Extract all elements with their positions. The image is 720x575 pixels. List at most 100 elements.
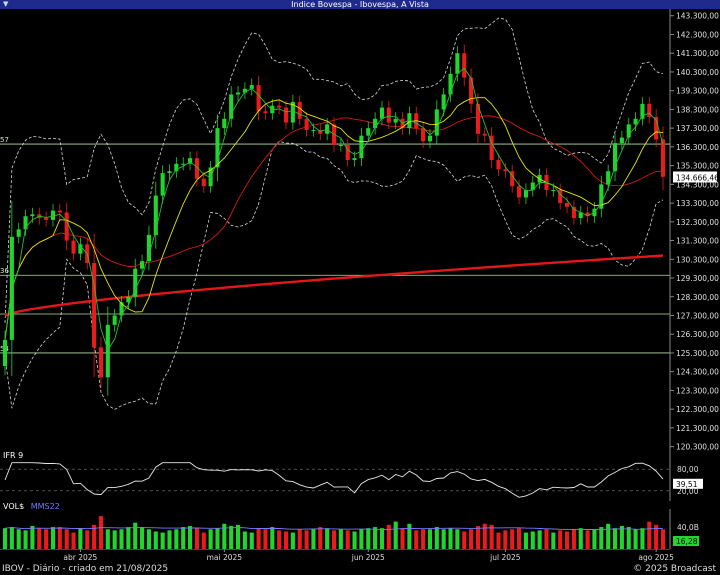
volume-bar [290, 532, 295, 549]
volume-bar [551, 532, 556, 549]
volume-bar [112, 530, 117, 549]
candle-body [359, 135, 364, 159]
candle-body [619, 137, 624, 144]
volume-bar [626, 527, 631, 549]
volume-bar [647, 521, 652, 549]
candle-body [98, 347, 104, 378]
candle-body [434, 109, 439, 136]
volume-bar [421, 529, 426, 549]
volume-bar [215, 528, 220, 549]
candle-body [201, 178, 206, 187]
candle-body [345, 145, 350, 160]
price-tick-label: 124.300,00 [676, 368, 719, 377]
candle-body [16, 229, 21, 237]
volume-bar [153, 531, 158, 549]
candle-body [126, 296, 131, 303]
volume-bar [578, 528, 583, 549]
candle-body [318, 130, 323, 134]
volume-bar [297, 529, 302, 549]
volume-bar [235, 524, 241, 549]
candle-body [194, 158, 199, 179]
volume-bar [585, 530, 590, 549]
candle-body [523, 189, 528, 198]
volume-bar [30, 525, 35, 549]
volume-bar [85, 530, 90, 549]
candle-body [263, 111, 268, 114]
volume-last-label: 16,28 [676, 537, 698, 546]
volume-bar [564, 531, 570, 549]
volume-bar [400, 528, 405, 549]
price-tick-label: 121.300,00 [676, 424, 719, 433]
volume-bar [537, 530, 542, 549]
volume-bar [181, 527, 186, 549]
volume-bar [359, 529, 364, 549]
volume-bar [146, 529, 151, 549]
volume-bar [256, 528, 261, 549]
ifr-background [0, 458, 670, 501]
volume-bar [283, 531, 289, 549]
volume-bar [23, 530, 28, 549]
candle-body [427, 135, 433, 142]
volume-average-label: MMS22 [30, 502, 60, 511]
candle-body [153, 195, 158, 235]
volume-bar [242, 531, 247, 549]
volume-bar [119, 529, 124, 549]
candle-body [215, 128, 220, 168]
volume-panel-title: VOL$ MMS22 [3, 502, 60, 511]
volume-bar [331, 530, 337, 549]
price-tick-label: 130.300,00 [676, 255, 719, 264]
price-tick-label: 139.300,00 [676, 87, 719, 96]
candle-body [277, 105, 282, 108]
volume-bar [304, 530, 309, 549]
volume-bar [599, 527, 604, 549]
candle-body [352, 158, 357, 160]
volume-bar [441, 529, 446, 549]
volume-bar [606, 523, 611, 549]
volume-bar [414, 530, 419, 549]
volume-bar [352, 531, 357, 549]
candle-body [304, 118, 309, 131]
volume-bar [318, 527, 323, 549]
volume-bar [379, 528, 385, 549]
candle-body [578, 212, 583, 219]
price-tick-label: 143.300,00 [676, 12, 719, 21]
candle-body [626, 124, 631, 138]
price-chart[interactable]: 573654143.300,00142.300,00141.300,00140.… [0, 9, 720, 459]
time-tick-label: jul 2025 [489, 553, 521, 562]
reference-line-label: 36 [0, 267, 9, 275]
volume-chart[interactable]: 40,0B 16,28 [0, 509, 720, 549]
mms3-line [4, 67, 664, 351]
window-title: Indice Bovespa - Ibovespa, A Vista [291, 0, 429, 9]
ifr-last-label: 39,51 [676, 480, 698, 489]
price-tick-label: 129.300,00 [676, 274, 719, 283]
candle-body [92, 263, 97, 348]
volume-bar [517, 528, 522, 549]
candle-body [606, 171, 611, 185]
candle-body [256, 85, 261, 112]
candle-body [660, 139, 666, 177]
volume-bar [345, 530, 350, 549]
volume-bar [194, 528, 199, 549]
price-tick-label: 122.300,00 [676, 405, 719, 414]
last-price-tag [673, 171, 717, 183]
candle-body [571, 206, 576, 219]
ifr-tick-label: 80,00 [677, 465, 699, 474]
volume-bar [167, 530, 172, 549]
candle-body [181, 163, 186, 165]
volume-bar [660, 529, 666, 549]
candle-body [441, 94, 446, 110]
volume-bar [338, 529, 343, 549]
chevron-down-icon[interactable]: ▼ [3, 0, 9, 8]
candle-body [283, 107, 289, 123]
candle-body [647, 103, 652, 117]
volume-bar [544, 529, 549, 549]
candle-body [78, 244, 83, 254]
mms200-line [4, 254, 664, 317]
reference-line-label: 57 [0, 136, 9, 144]
volume-bar [571, 529, 576, 549]
candle-body [640, 103, 645, 119]
volume-bar [71, 532, 76, 549]
candle-body [564, 203, 570, 207]
volume-bar [92, 524, 97, 549]
